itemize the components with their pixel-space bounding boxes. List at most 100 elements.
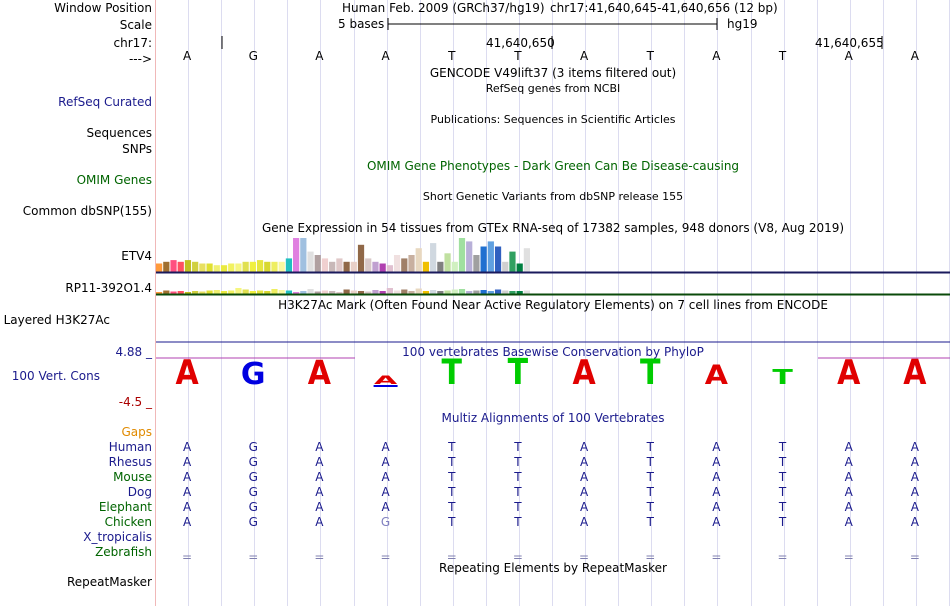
alignment-base: A bbox=[381, 470, 390, 484]
gtex-bar-rp11 bbox=[249, 291, 256, 294]
alignment-base: T bbox=[514, 455, 522, 469]
alignment-base: T bbox=[448, 485, 456, 499]
alignment-base: T bbox=[778, 440, 787, 454]
gtex-bar-etv4 bbox=[494, 246, 502, 272]
cons-track-title[interactable]: 100 vertebrates Basewise Conservation by… bbox=[402, 345, 704, 359]
gtex-bar-rp11 bbox=[228, 290, 235, 294]
alignment-base: A bbox=[315, 515, 324, 529]
gtex-bar-rp11 bbox=[408, 291, 415, 294]
base-letter: T bbox=[778, 49, 787, 63]
alignment-base: T bbox=[778, 500, 787, 514]
alignment-base: = bbox=[711, 550, 722, 564]
gtex-bar-rp11 bbox=[336, 292, 343, 294]
alignment-base: T bbox=[646, 500, 654, 514]
alignment-base: A bbox=[844, 515, 853, 529]
gtex-bar-rp11 bbox=[256, 290, 264, 294]
multiz-track-title[interactable]: Multiz Alignments of 100 Vertebrates bbox=[441, 411, 665, 425]
publications-track-title[interactable]: Publications: Sequences in Scientific Ar… bbox=[430, 113, 676, 126]
species-label[interactable]: Mouse bbox=[113, 470, 152, 484]
gtex-bar-rp11 bbox=[415, 288, 422, 294]
gtex-bar-etv4 bbox=[408, 255, 415, 272]
cons-logo-letter: A bbox=[705, 360, 728, 391]
gtex-bar-etv4 bbox=[350, 261, 357, 272]
alignment-base: A bbox=[910, 500, 920, 514]
gtex-bar-rp11 bbox=[300, 291, 307, 294]
species-label[interactable]: Zebrafish bbox=[95, 545, 152, 559]
alignment-base: A bbox=[315, 470, 324, 484]
gtex-bar-rp11 bbox=[184, 292, 192, 294]
gtex-track-title[interactable]: Gene Expression in 54 tissues from GTEx … bbox=[261, 221, 845, 235]
gtex-bar-etv4 bbox=[365, 258, 372, 272]
species-label[interactable]: Dog bbox=[127, 485, 152, 499]
gtex-bar-rp11 bbox=[494, 289, 502, 294]
gtex-bar-etv4 bbox=[357, 244, 365, 272]
alignment-base: = bbox=[248, 550, 259, 564]
alignment-base: A bbox=[712, 500, 721, 514]
alignment-base: = bbox=[512, 550, 523, 564]
position-readout[interactable]: chr17:41,640,645-41,640,656 (12 bp) bbox=[550, 1, 778, 15]
dbsnp-track-label[interactable]: Common dbSNP(155) bbox=[22, 204, 152, 218]
alignment-base: G bbox=[248, 440, 258, 454]
cons-logo-letter: A bbox=[903, 352, 926, 393]
snps-track-label[interactable]: SNPs bbox=[122, 142, 152, 156]
gtex-bar-etv4 bbox=[444, 253, 451, 272]
strand-label: ---> bbox=[128, 52, 152, 66]
gtex-bar-rp11 bbox=[285, 290, 293, 294]
alignment-base: A bbox=[712, 440, 721, 454]
gtex-bar-etv4 bbox=[321, 258, 329, 272]
gtex-gene-rp11[interactable]: RP11-392O1.4 bbox=[65, 281, 152, 295]
alignment-base: A bbox=[844, 485, 853, 499]
alignment-base: A bbox=[315, 485, 324, 499]
refseq-track-title[interactable]: RefSeq genes from NCBI bbox=[485, 82, 621, 95]
gtex-bar-rp11 bbox=[430, 290, 437, 294]
cons-logo-letter: T bbox=[772, 366, 793, 390]
gtex-bar-etv4 bbox=[329, 261, 336, 272]
omim-track-title[interactable]: OMIM Gene Phenotypes - Dark Green Can Be… bbox=[366, 159, 740, 173]
sequences-track-label[interactable]: Sequences bbox=[86, 126, 152, 140]
gaps-label: Gaps bbox=[121, 425, 152, 439]
gtex-bar-etv4 bbox=[249, 261, 256, 272]
omim-track-label[interactable]: OMIM Genes bbox=[76, 173, 152, 187]
gtex-bar-etv4 bbox=[177, 261, 184, 272]
gtex-bar-rp11 bbox=[321, 290, 329, 294]
alignment-base: T bbox=[778, 470, 787, 484]
refseq-track-label[interactable]: RefSeq Curated bbox=[58, 95, 152, 109]
gencode-track-title[interactable]: GENCODE V49lift37 (3 items filtered out) bbox=[429, 66, 677, 80]
gtex-bar-rp11 bbox=[466, 291, 473, 294]
gtex-bar-etv4 bbox=[516, 263, 523, 272]
alignment-base: T bbox=[646, 470, 654, 484]
base-letter: A bbox=[910, 49, 920, 63]
species-label[interactable]: Chicken bbox=[104, 515, 152, 529]
gtex-bar-rp11 bbox=[271, 289, 278, 294]
gtex-bar-etv4 bbox=[401, 258, 408, 272]
repeatmasker-track-title[interactable]: Repeating Elements by RepeatMasker bbox=[439, 561, 667, 575]
gtex-gene-etv4[interactable]: ETV4 bbox=[121, 249, 152, 263]
h3k27ac-track-title[interactable]: H3K27Ac Mark (Often Found Near Active Re… bbox=[278, 298, 828, 312]
species-label[interactable]: Elephant bbox=[98, 500, 152, 514]
alignment-base: A bbox=[315, 440, 324, 454]
alignment-base: A bbox=[579, 515, 589, 529]
species-label[interactable]: Rhesus bbox=[108, 455, 152, 469]
alignment-base: T bbox=[514, 500, 522, 514]
gtex-bar-rp11 bbox=[473, 290, 480, 294]
gtex-bar-rp11 bbox=[458, 289, 466, 294]
alignment-base: A bbox=[844, 455, 853, 469]
cons-track-label[interactable]: 100 Vert. Cons bbox=[11, 369, 100, 383]
alignment-base: A bbox=[579, 500, 589, 514]
gtex-bar-etv4 bbox=[242, 261, 249, 272]
alignment-base: = bbox=[380, 550, 391, 564]
species-label[interactable]: X_tropicalis bbox=[83, 530, 152, 544]
dbsnp-track-title[interactable]: Short Genetic Variants from dbSNP releas… bbox=[422, 190, 684, 203]
gtex-bar-rp11 bbox=[487, 291, 494, 294]
gtex-bar-etv4 bbox=[213, 265, 220, 272]
alignment-base: T bbox=[448, 470, 456, 484]
alignment-base: T bbox=[514, 470, 522, 484]
repeatmasker-track-label[interactable]: RepeatMasker bbox=[66, 575, 152, 589]
gtex-bar-etv4 bbox=[372, 261, 379, 272]
cons-min-label: -4.5 _ bbox=[118, 395, 152, 409]
h3k27ac-track-label[interactable]: Layered H3K27Ac bbox=[3, 313, 110, 327]
scale-assembly: hg19 bbox=[727, 17, 758, 31]
species-label[interactable]: Human bbox=[108, 440, 152, 454]
alignment-base: A bbox=[712, 515, 721, 529]
alignment-base: A bbox=[844, 440, 853, 454]
